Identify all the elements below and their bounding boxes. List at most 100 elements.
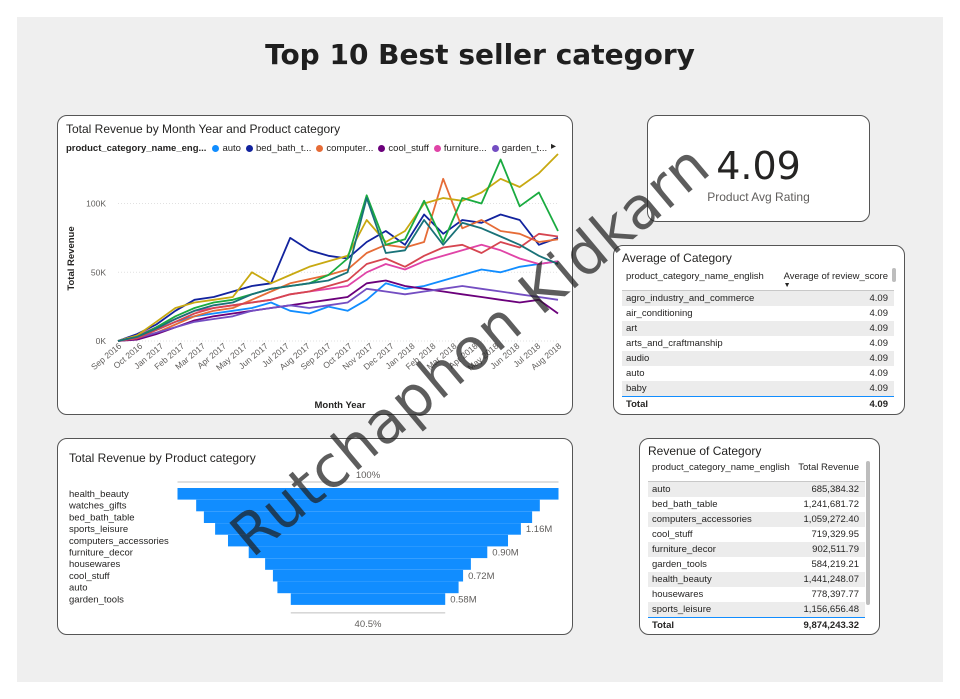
series-line[interactable] (117, 153, 559, 342)
table-row[interactable]: bed_bath_table 1,241,681.72 (648, 497, 865, 512)
funnel-category-label: computers_accessories (69, 536, 169, 547)
row-category: furniture_decor (652, 544, 716, 555)
row-value: 685,384.32 (811, 484, 859, 495)
line-chart-title: Total Revenue by Month Year and Product … (66, 122, 341, 136)
row-value: 4.09 (869, 308, 889, 319)
y-axis-title: Total Revenue (66, 226, 77, 290)
funnel-bar[interactable] (265, 558, 471, 570)
series-line[interactable] (117, 279, 559, 342)
table-row[interactable]: air_conditioning 4.09 (622, 306, 894, 321)
series-line[interactable] (117, 285, 559, 342)
row-category: air_conditioning (626, 308, 693, 319)
row-value: 4.09 (869, 338, 889, 349)
funnel-bar[interactable] (290, 593, 446, 605)
rev-col1-header[interactable]: product_category_name_english (652, 462, 790, 473)
rev-col2-header[interactable]: Total Revenue (798, 462, 859, 473)
sort-desc-icon: ▼ (783, 282, 791, 289)
series-line[interactable] (117, 158, 559, 342)
series-line[interactable] (117, 232, 559, 342)
row-value: 4.09 (869, 293, 889, 304)
funnel-bar[interactable] (248, 546, 488, 559)
line-chart-legend[interactable]: product_category_name_eng... auto bed_bat… (66, 143, 552, 154)
funnel-bar[interactable] (277, 581, 459, 594)
legend-item-label: bed_bath_t... (255, 143, 312, 154)
avg-col2-header[interactable]: ▼ Average of review_score (784, 266, 894, 290)
legend-title: product_category_name_eng... (66, 143, 207, 154)
row-value: 4.09 (869, 323, 889, 334)
table-row[interactable]: auto 4.09 (622, 366, 894, 381)
table-row[interactable]: baby 4.09 (622, 381, 894, 396)
row-category: bed_bath_table (652, 499, 718, 510)
legend-item-label: garden_t... (501, 143, 548, 154)
funnel-card[interactable]: Total Revenue by Product category 100% he… (57, 438, 573, 635)
row-value: 4.09 (869, 368, 889, 379)
series-line[interactable] (117, 260, 559, 342)
legend-dot-icon (245, 145, 253, 152)
funnel-bar[interactable] (227, 534, 509, 547)
row-value: 584,219.21 (811, 559, 859, 570)
funnel-category-label: garden_tools (69, 594, 124, 605)
row-value: 1,241,681.72 (803, 499, 859, 510)
avg-col1-header[interactable]: product_category_name_english (626, 271, 764, 282)
funnel-bar[interactable] (203, 511, 533, 523)
row-category: audio (626, 353, 650, 364)
kpi-value: 4.09 (716, 144, 801, 188)
table-row[interactable]: garden_tools 584,219.21 (648, 557, 865, 572)
funnel-bar[interactable] (215, 523, 521, 535)
table-row[interactable]: health_beauty 1,441,248.07 (648, 572, 865, 587)
legend-item[interactable]: auto (212, 143, 241, 154)
table-row[interactable]: cool_stuff 719,329.95 (648, 527, 865, 542)
y-tick-label: 50K (91, 267, 106, 277)
series-line[interactable] (117, 197, 559, 342)
legend-item[interactable]: computer... (316, 143, 373, 154)
line-chart-card[interactable]: Total Revenue by Month Year and Product … (57, 115, 573, 415)
funnel-chart-plot[interactable]: 100% health_beautywatches_giftsbed_bath_t… (58, 439, 573, 635)
table-row[interactable]: audio 4.09 (622, 351, 894, 366)
funnel-top-percent: 100% (356, 470, 381, 481)
kpi-card[interactable]: 4.09 Product Avg Rating (647, 115, 870, 222)
funnel-category-label: health_beauty (69, 489, 129, 500)
table-row[interactable]: art 4.09 (622, 321, 894, 336)
funnel-data-label: 0.72M (468, 571, 494, 582)
legend-item[interactable]: cool_stuff (378, 143, 429, 154)
funnel-data-label: 1.16M (526, 524, 552, 535)
avg-table-header: product_category_name_english ▼ Average … (622, 266, 894, 291)
row-category: arts_and_craftmanship (626, 338, 723, 349)
legend-item-label: furniture... (443, 143, 487, 154)
funnel-category-label: furniture_decor (69, 548, 133, 559)
legend-next-icon[interactable]: ▸ (551, 141, 557, 152)
funnel-bar[interactable] (196, 499, 540, 512)
revenue-table-title: Revenue of Category (648, 444, 762, 458)
funnel-bar[interactable] (272, 569, 464, 582)
avg-table-title: Average of Category (622, 251, 732, 265)
legend-item[interactable]: bed_bath_t... (245, 143, 312, 154)
legend-dot-icon (316, 145, 324, 152)
row-value: 1,156,656.48 (803, 604, 859, 615)
avg-table-body: agro_industry_and_commerce 4.09 air_condit… (622, 291, 894, 396)
table-row[interactable]: auto 685,384.32 (648, 482, 865, 497)
revenue-table-scrollbar[interactable] (866, 461, 870, 605)
table-row[interactable]: agro_industry_and_commerce 4.09 (622, 291, 894, 306)
row-category: garden_tools (652, 559, 707, 570)
legend-item[interactable]: garden_t... (491, 143, 548, 154)
row-category: auto (626, 368, 645, 379)
table-row[interactable]: housewares 778,397.77 (648, 587, 865, 602)
funnel-bar[interactable] (177, 488, 559, 500)
avg-table-scrollbar[interactable] (892, 268, 896, 282)
row-category: art (626, 323, 638, 334)
revenue-table-card[interactable]: Revenue of Category product_category_nam… (639, 438, 880, 635)
funnel-title: Total Revenue by Product category (69, 451, 256, 465)
avg-table-card[interactable]: Average of Category product_category_nam… (613, 245, 905, 415)
legend-dot-icon (378, 145, 386, 152)
row-value: 719,329.95 (811, 529, 859, 540)
y-tick-label: 0K (96, 336, 107, 346)
funnel-category-label: watches_gifts (68, 501, 127, 512)
series-line[interactable] (117, 177, 559, 342)
table-row[interactable]: arts_and_craftmanship 4.09 (622, 336, 894, 351)
table-row[interactable]: sports_leisure 1,156,656.48 (648, 602, 865, 617)
table-row[interactable]: furniture_decor 902,511.79 (648, 542, 865, 557)
table-row[interactable]: computers_accessories 1,059,272.40 (648, 512, 865, 527)
row-category: auto (652, 484, 671, 495)
legend-item[interactable]: furniture... (433, 143, 487, 154)
